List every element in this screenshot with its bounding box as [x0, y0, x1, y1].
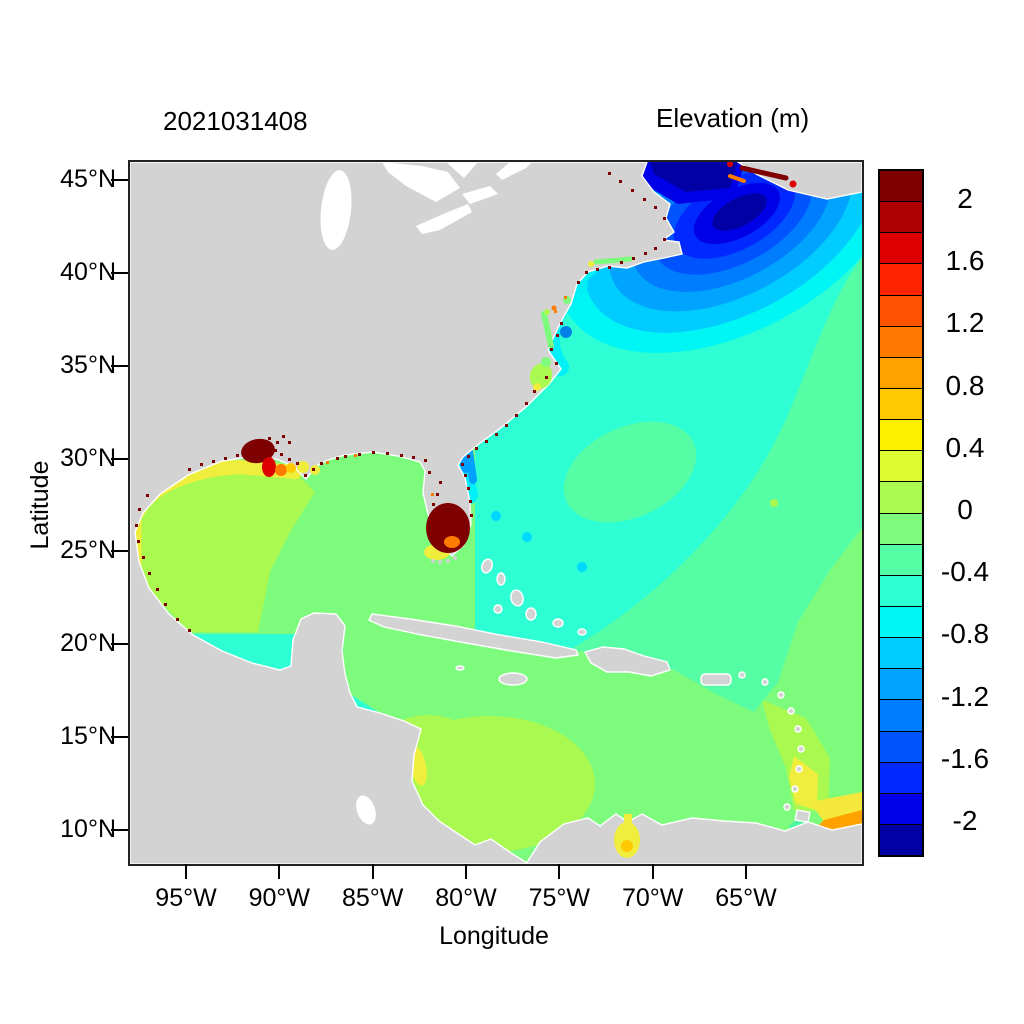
colorbar-tick-label: -0.8	[940, 618, 990, 650]
x-axis-tick-label: 90°W	[248, 884, 311, 912]
colorbar-segment	[880, 574, 922, 606]
colorbar-segment	[880, 294, 922, 326]
land-south-america	[525, 813, 862, 864]
colorbar-tick-label: -0.4	[940, 556, 990, 588]
x-axis-tick	[464, 864, 467, 879]
colorbar-segment	[880, 419, 922, 451]
great-lakes	[320, 162, 532, 825]
colorbar	[878, 169, 924, 857]
fundy-deepest-low	[650, 162, 738, 192]
colorbar-segment	[880, 387, 922, 420]
colorbar-segment	[880, 637, 922, 669]
island-hispaniola	[583, 646, 671, 677]
x-axis-tick-label: 70°W	[621, 884, 684, 912]
y-axis-tick	[111, 179, 128, 181]
island-jamaica	[498, 672, 528, 686]
map-plot-area	[128, 160, 864, 866]
colorbar-segment	[880, 232, 922, 264]
y-axis-tick-label: 25°N	[60, 536, 116, 565]
colorbar-tick-label: 0	[957, 494, 973, 525]
colorbar-segment	[880, 356, 922, 388]
colorbar-segment	[880, 201, 922, 233]
y-axis-tick-label: 40°N	[60, 257, 116, 286]
colorbar-segment	[880, 668, 922, 700]
x-axis-tick	[558, 864, 561, 879]
colorbar-tick-label: -1.6	[940, 742, 990, 774]
y-axis-tick-label: 45°N	[60, 165, 116, 193]
islands-bahamas	[455, 558, 587, 671]
maracaibo-inlet	[614, 814, 640, 858]
colorbar-segment	[880, 605, 922, 638]
lake-nicaragua	[356, 795, 376, 825]
x-axis-tick	[651, 864, 654, 879]
y-axis-tick-label: 35°N	[60, 350, 116, 379]
plot-datetime-title: 2021031408	[163, 106, 308, 136]
colorbar-tick-label: -2	[952, 804, 978, 836]
x-axis-tick	[278, 864, 281, 879]
y-axis-tick-label: 30°N	[60, 443, 116, 472]
colorbar-segment	[880, 171, 922, 202]
small-anomaly-dot	[770, 499, 778, 507]
x-axis-tick-label: 95°W	[155, 884, 217, 912]
colorbar-segment	[880, 481, 922, 513]
colorbar-segment	[880, 823, 922, 856]
y-axis-tick	[111, 271, 128, 274]
colorbar-segment	[880, 543, 922, 575]
islands-lesser-antilles	[738, 671, 811, 823]
x-axis-tick	[185, 864, 187, 879]
nova-scotia-hotspot	[727, 162, 797, 188]
y-axis-tick	[111, 828, 128, 831]
land-north-central-america	[130, 162, 683, 864]
x-axis-tick-label: 80°W	[435, 884, 497, 912]
bahamas-cyan-patches	[491, 511, 587, 572]
colorbar-segment	[880, 699, 922, 731]
colorbar-segment	[880, 730, 922, 762]
x-axis-tick	[744, 864, 747, 879]
colorbar-segment	[880, 761, 922, 793]
elevation-map	[130, 162, 862, 864]
colorbar-tick-label: -1.2	[940, 680, 990, 712]
x-axis-title: Longitude	[439, 922, 549, 950]
south-florida-hotspot	[424, 503, 470, 564]
x-axis-tick	[371, 864, 374, 879]
y-axis-tick-label: 10°N	[60, 814, 116, 843]
land-nova-scotia	[736, 162, 862, 200]
colorbar-segment	[880, 325, 922, 357]
pamlico-mouth-blue	[560, 326, 572, 338]
colorbar-segment	[880, 792, 922, 824]
x-axis-tick-label: 75°W	[528, 884, 591, 912]
coastal-hotspot-speckles	[135, 172, 666, 632]
colorbar-segment	[880, 263, 922, 295]
island-cuba	[368, 613, 579, 659]
colorbar-tick-label: 0.8	[945, 369, 985, 401]
colorbar-segment	[880, 512, 922, 544]
colorbar-tick-label: 2	[957, 183, 973, 215]
estuary-patches	[529, 256, 633, 391]
land	[130, 162, 862, 864]
x-axis-tick-label: 65°W	[715, 884, 777, 912]
colorbar-segment	[880, 450, 922, 482]
y-axis-tick-label: 15°N	[60, 722, 116, 751]
y-axis-tick	[111, 643, 128, 646]
colorbar-title: Elevation (m)	[656, 103, 810, 133]
y-axis-tick	[111, 736, 128, 739]
coastal-orange-speckles	[326, 296, 567, 496]
y-axis-tick-label: 20°N	[60, 629, 116, 658]
y-axis-tick	[111, 550, 128, 553]
y-axis-tick	[111, 457, 128, 460]
x-axis-tick-label: 85°W	[341, 884, 404, 912]
colorbar-tick-label: 1.6	[945, 245, 985, 277]
colorbar-tick-label: 0.4	[945, 431, 985, 463]
colorbar-labels: 2 1.6 1.2 0.8 0.4 0 -0.4 -0.8 -1.2 -1.6 -2	[924, 169, 1006, 853]
y-axis-tick	[111, 364, 128, 367]
colorbar-tick-label: 1.2	[945, 307, 985, 339]
island-puerto-rico	[700, 673, 732, 686]
